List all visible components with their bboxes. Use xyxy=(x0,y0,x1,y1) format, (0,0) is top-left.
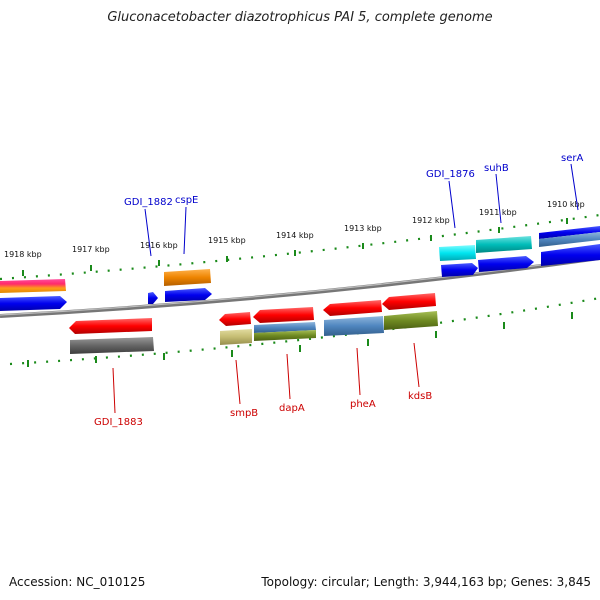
kbp-label: 1913 kbp xyxy=(344,224,382,233)
lower-major-ticks xyxy=(27,312,573,367)
gene-feature[interactable] xyxy=(254,322,316,333)
kbp-label: 1915 kbp xyxy=(208,236,246,245)
gene-feature[interactable] xyxy=(69,318,152,334)
accession-text: Accession: NC_010125 xyxy=(9,575,146,589)
gene-feature[interactable] xyxy=(0,296,67,311)
gene-feature[interactable] xyxy=(323,300,382,316)
gene-feature[interactable] xyxy=(0,279,66,293)
gene-feature[interactable] xyxy=(254,330,316,341)
gene-feature[interactable] xyxy=(439,245,476,261)
gene-feature[interactable] xyxy=(253,307,314,323)
ruler-labels: 1918 kbp 1917 kbp 1916 kbp 1915 kbp 1914… xyxy=(4,200,585,259)
gene-label-dapa: dapA xyxy=(279,403,305,414)
genome-backbone xyxy=(0,256,600,318)
gene-label-phea: pheA xyxy=(350,399,376,410)
gene-feature[interactable] xyxy=(478,256,534,272)
kbp-label: 1918 kbp xyxy=(4,250,42,259)
gene-feature[interactable] xyxy=(219,312,251,326)
gene-feature[interactable] xyxy=(384,311,438,330)
gene-feature[interactable] xyxy=(441,263,478,277)
gene-feature[interactable] xyxy=(165,288,212,302)
kbp-label: 1910 kbp xyxy=(547,200,585,209)
kbp-label: 1911 kbp xyxy=(479,208,517,217)
gene-feature[interactable] xyxy=(324,316,384,336)
kbp-label: 1914 kbp xyxy=(276,231,314,240)
forward-strand-features xyxy=(0,226,600,311)
gene-feature[interactable] xyxy=(220,329,252,345)
map-title: Gluconacetobacter diazotrophicus PAI 5, … xyxy=(107,10,493,25)
kbp-label: 1916 kbp xyxy=(140,241,178,250)
gene-feature[interactable] xyxy=(541,244,600,266)
gene-label-smpb: smpB xyxy=(230,408,258,419)
gene-feature[interactable] xyxy=(539,226,600,239)
gene-label-suhb: suhB xyxy=(484,163,509,174)
forward-gene-leaders xyxy=(144,163,579,257)
gene-feature[interactable] xyxy=(382,293,436,310)
gene-feature[interactable] xyxy=(164,269,211,286)
gene-label-gdi-1876: GDI_1876 xyxy=(426,169,475,180)
gene-feature[interactable] xyxy=(70,337,154,354)
gene-feature[interactable] xyxy=(148,292,158,304)
kbp-label: 1917 kbp xyxy=(72,245,110,254)
gene-label-gdi-1882: GDI_1882 xyxy=(124,197,173,208)
reverse-strand-features xyxy=(69,293,438,354)
gene-label-cspe: cspE xyxy=(175,195,198,206)
lower-ruler xyxy=(9,296,600,366)
upper-major-ticks xyxy=(22,218,568,276)
forward-gene-labels: GDI_1882 cspE GDI_1876 suhB serA xyxy=(124,153,583,208)
gene-feature[interactable] xyxy=(539,232,600,247)
gene-label-gdi-1883: GDI_1883 xyxy=(94,417,143,428)
kbp-label: 1912 kbp xyxy=(412,216,450,225)
reverse-gene-labels: GDI_1883 smpB dapA pheA kdsB xyxy=(94,391,432,428)
upper-ruler xyxy=(0,213,600,281)
topology-text: Topology: circular; Length: 3,944,163 bp… xyxy=(261,575,591,589)
gene-feature[interactable] xyxy=(476,236,532,253)
gene-label-sera: serA xyxy=(561,153,583,164)
reverse-gene-leaders xyxy=(112,342,420,414)
gene-label-kdsb: kdsB xyxy=(408,391,432,402)
